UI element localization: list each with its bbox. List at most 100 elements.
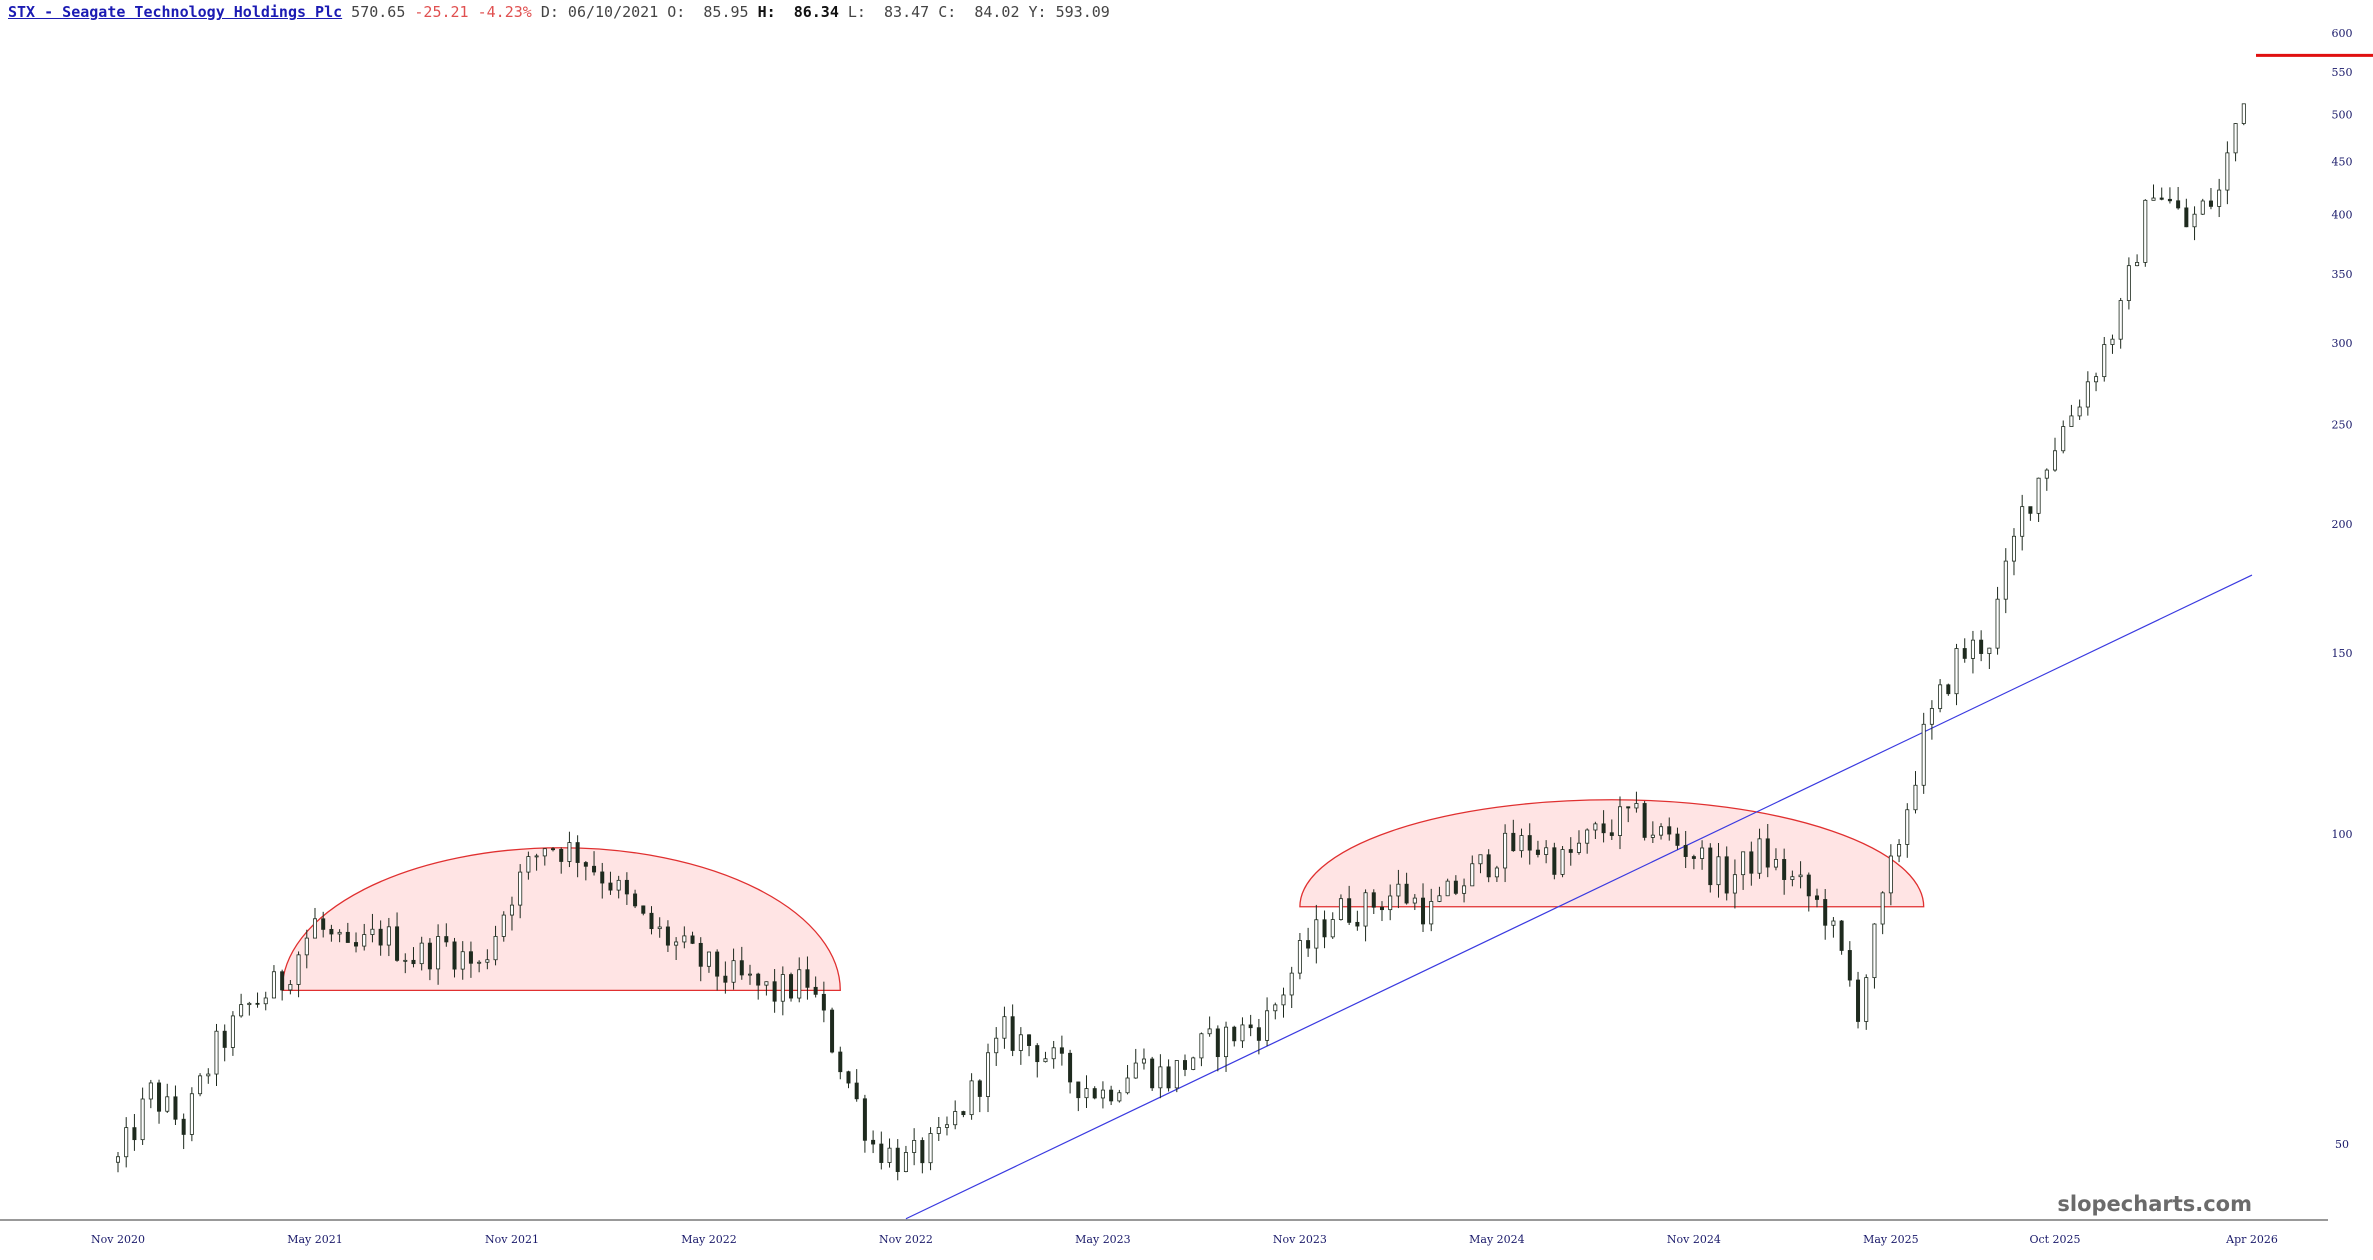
candle-body (1905, 809, 1910, 845)
candle-body (1314, 919, 1319, 949)
candle-body (830, 1009, 835, 1053)
candle-body (986, 1052, 991, 1097)
candle-body (1265, 1010, 1270, 1041)
candle-body (452, 941, 457, 970)
candle-body (1790, 876, 1795, 880)
candle-body (1503, 832, 1508, 869)
candle-body (1215, 1028, 1220, 1058)
candle-body (518, 871, 523, 906)
price-axis: 50 100 150 200 250 300 350 400 450 500 550 600 (2332, 27, 2353, 1151)
candle-body (1437, 895, 1442, 902)
candle-body (1306, 940, 1311, 949)
candle-body (1084, 1088, 1089, 1099)
candle-body (1519, 835, 1524, 852)
candle-body (2143, 199, 2148, 263)
candle-body (583, 862, 588, 867)
x-tick-label: May 2025 (1863, 1233, 1919, 1246)
candle-body (977, 1080, 982, 1097)
candle-body (312, 918, 317, 939)
candle-body (633, 893, 638, 907)
symbol-link[interactable]: STX - Seagate Technology Holdings Plc (8, 3, 343, 21)
candle-body (1938, 684, 1943, 709)
candle-body (1823, 899, 1828, 926)
candle-body (1109, 1089, 1114, 1102)
candle-body (2102, 344, 2107, 378)
candle-body (1609, 832, 1614, 836)
candle-body (181, 1118, 186, 1135)
candle-body (386, 926, 391, 946)
candle-body (780, 974, 785, 1002)
candle-body (1018, 1034, 1023, 1051)
candle-body (1650, 834, 1655, 838)
candle-body (1814, 895, 1819, 900)
candle-body (189, 1093, 194, 1135)
candle-body (1962, 648, 1967, 659)
candle-body (1765, 838, 1770, 868)
candle-body (1240, 1024, 1245, 1042)
candle-body (2094, 376, 2099, 383)
candle-body (1281, 994, 1286, 1006)
candle-body (444, 936, 449, 943)
candle-body (2036, 477, 2041, 514)
candle-body (813, 986, 818, 995)
candle-body (1355, 921, 1360, 927)
candle-body (1921, 723, 1926, 786)
candle-body (1831, 920, 1836, 926)
candle-body (411, 959, 416, 965)
candle-body (1716, 856, 1721, 886)
candle-body (2192, 213, 2197, 228)
candle-body (797, 969, 802, 999)
candle-body (280, 971, 285, 991)
candle-body (263, 997, 268, 1005)
low-value: 83.47 (884, 3, 930, 21)
candle-body (230, 1015, 235, 1048)
candle-body (2003, 560, 2008, 600)
trendline (905, 574, 2253, 1220)
candle-body (255, 1002, 260, 1005)
candle-body (1462, 885, 1467, 894)
candle-body (1133, 1062, 1138, 1079)
candle-body (1782, 859, 1787, 880)
candle-body (1478, 854, 1483, 865)
candle-body (296, 954, 301, 985)
x-tick-label: May 2023 (1075, 1233, 1131, 1246)
candle-body (1897, 844, 1902, 857)
candle-body (1117, 1092, 1122, 1102)
candle-body (805, 969, 810, 988)
candle-body (271, 971, 276, 999)
candle-body (690, 935, 695, 944)
candle-body (739, 960, 744, 976)
year-label: Y: (1028, 3, 1047, 21)
candle-body (206, 1073, 211, 1077)
candle-body (608, 882, 613, 891)
candle-body (1404, 883, 1409, 904)
candle-body (526, 856, 531, 873)
candle-body (1527, 835, 1532, 851)
candle-body (1691, 856, 1696, 859)
close-value: 84.02 (974, 3, 1020, 21)
candle-body (953, 1111, 958, 1126)
candle-body (304, 937, 309, 956)
candle-body (477, 961, 482, 964)
x-tick-label: Nov 2020 (91, 1233, 145, 1246)
candle-body (534, 855, 539, 858)
candle-body (2028, 506, 2033, 514)
price-change: -25.21 (414, 3, 469, 21)
candle-body (1708, 847, 1713, 886)
candle-body (789, 974, 794, 999)
high-label: H: (757, 3, 776, 21)
candle-body (2233, 123, 2238, 154)
candle-body (354, 942, 359, 947)
candle-body (2110, 338, 2115, 345)
candle-body (1363, 892, 1368, 927)
x-tick-label: Nov 2021 (485, 1233, 539, 1246)
candle-body (1847, 950, 1852, 981)
candle-body (1757, 838, 1762, 874)
candle-body (1207, 1028, 1212, 1035)
candle-body (624, 879, 629, 895)
candlestick-series (116, 103, 2246, 1181)
last-price: 570.65 (351, 3, 406, 21)
candle-body (928, 1133, 933, 1164)
open-value: 85.95 (703, 3, 749, 21)
